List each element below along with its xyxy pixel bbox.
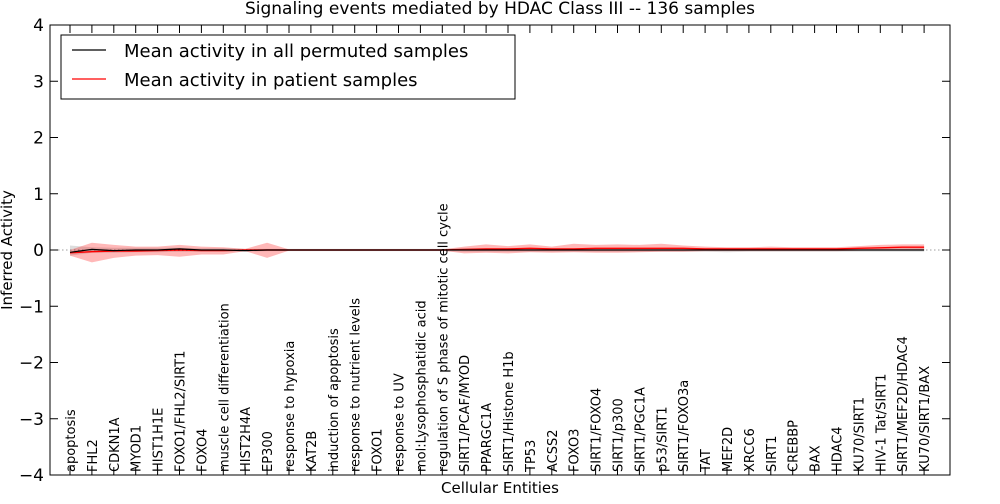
series-lines [50, 246, 950, 254]
y-tick-label: 4 [33, 16, 44, 36]
x-tick-label: SIRT1/PGC1A [633, 387, 648, 472]
x-tick-label: HIST1H1E [152, 408, 167, 472]
band-series-1 [70, 242, 925, 263]
y-tick-label: −2 [19, 354, 44, 374]
x-tick-label: FOXO1 [371, 429, 386, 472]
x-tick-label: response to hypoxia [283, 341, 298, 472]
line-series-0 [69, 248, 925, 253]
x-tick-label: EP300 [261, 431, 276, 472]
x-tick-label: PPARGC1A [480, 403, 495, 472]
y-tick-label: −3 [19, 410, 44, 430]
x-tick-label: MEF2D [721, 427, 736, 472]
x-tick-label: CDKN1A [108, 417, 123, 472]
x-tick-label: SIRT1/PCAF/MYOD [458, 355, 473, 472]
x-tick-label: SIRT1 [765, 436, 780, 472]
x-tick-label: KU70/SIRT1/BAX [918, 366, 933, 472]
x-tick-label: induction of apoptosis [327, 328, 342, 472]
x-tick-label: HIST2H4A [239, 407, 254, 472]
x-tick-label: p53/SIRT1 [655, 406, 670, 472]
x-tick-label: XRCC6 [743, 428, 758, 472]
legend-label-permuted: Mean activity in all permuted samples [124, 41, 468, 62]
x-tick-label: FHL2 [86, 439, 101, 472]
x-tick-label: CREBBP [787, 420, 802, 472]
x-tick-label: SIRT1/p300 [612, 398, 627, 472]
x-tick-label: FOXO1/FHL2/SIRT1 [174, 351, 189, 472]
y-tick-label: 3 [33, 72, 44, 92]
x-tick-label: MYOD1 [130, 425, 145, 472]
x-tick-label: mol:Lysophosphatidic acid [414, 300, 429, 472]
x-tick-label: regulation of S phase of mitotic cell cy… [436, 203, 451, 472]
x-tick-label: SIRT1/FOXO3a [677, 380, 692, 472]
x-tick-label: HDAC4 [831, 426, 846, 472]
y-axis-ticks: 4 3 2 1 0 −1 −2 −3 −4 [19, 16, 950, 486]
legend: Mean activity in all permuted samples Me… [60, 34, 516, 100]
x-tick-label: HIV-1 Tat/SIRT1 [874, 374, 889, 472]
x-tick-label: response to UV [393, 373, 408, 472]
x-tick-label: response to nutrient levels [349, 298, 364, 472]
x-tick-label: apoptosis [64, 409, 79, 472]
x-tick-label: KU70/SIRT1 [852, 397, 867, 472]
x-tick-label: FOXO4 [195, 429, 210, 472]
x-tick-label: TP53 [524, 440, 539, 473]
x-tick-label: muscle cell differentiation [217, 303, 232, 472]
x-axis-label: Cellular Entities [441, 479, 559, 497]
confidence-bands [70, 242, 925, 263]
x-tick-label: BAX [809, 445, 824, 472]
legend-box [60, 34, 516, 100]
y-tick-label: −1 [19, 297, 44, 317]
chart-title: Signaling events mediated by HDAC Class … [245, 0, 755, 19]
y-tick-label: 1 [33, 185, 44, 205]
x-tick-label: KAT2B [305, 431, 320, 472]
x-tick-label: FOXO3 [568, 429, 583, 472]
x-tick-label: ACSS2 [546, 429, 561, 472]
x-axis-ticks: apoptosis FHL2 CDKN1A MYOD1 HIST1H1E FOXO1/FH… [64, 25, 933, 475]
legend-label-patient: Mean activity in patient samples [124, 70, 418, 91]
y-tick-label: 0 [33, 241, 44, 261]
y-tick-label: −4 [19, 466, 44, 486]
y-axis-label: Inferred Activity [0, 190, 16, 310]
x-tick-label: SIRT1/Histone H1b [502, 351, 517, 472]
x-tick-label: SIRT1/MEF2D/HDAC4 [896, 336, 911, 472]
x-tick-label: SIRT1/FOXO4 [590, 388, 605, 472]
x-tick-label: TAT [699, 449, 714, 473]
y-tick-label: 2 [33, 129, 44, 149]
